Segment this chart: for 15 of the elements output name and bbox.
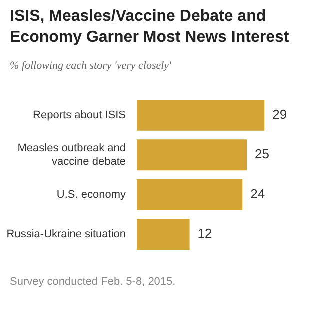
text: Survey conducted Feb. 5-8, 2015.: [10, 276, 176, 288]
data-label: 29: [272, 107, 288, 122]
chart-title: ISIS, Measles/Vaccine Debate and Economy Garner Most News Interest: [10, 7, 290, 48]
bar: [137, 100, 265, 131]
bar: [137, 140, 247, 171]
y-tick-label: Reports about ISIS: [33, 109, 126, 122]
data-label: 12: [198, 226, 212, 242]
y-tick-label: U.S. economy: [56, 188, 126, 201]
y-tick-label: Measles outbreak and vaccine debate: [18, 142, 126, 168]
data-label: 24: [250, 186, 266, 202]
chart-subtitle: % following each story 'very closely': [10, 60, 172, 72]
data-label: 25: [255, 146, 270, 162]
bar: [137, 219, 190, 250]
bar: [137, 179, 243, 210]
y-tick-label: Russia-Ukraine situation: [6, 228, 126, 241]
